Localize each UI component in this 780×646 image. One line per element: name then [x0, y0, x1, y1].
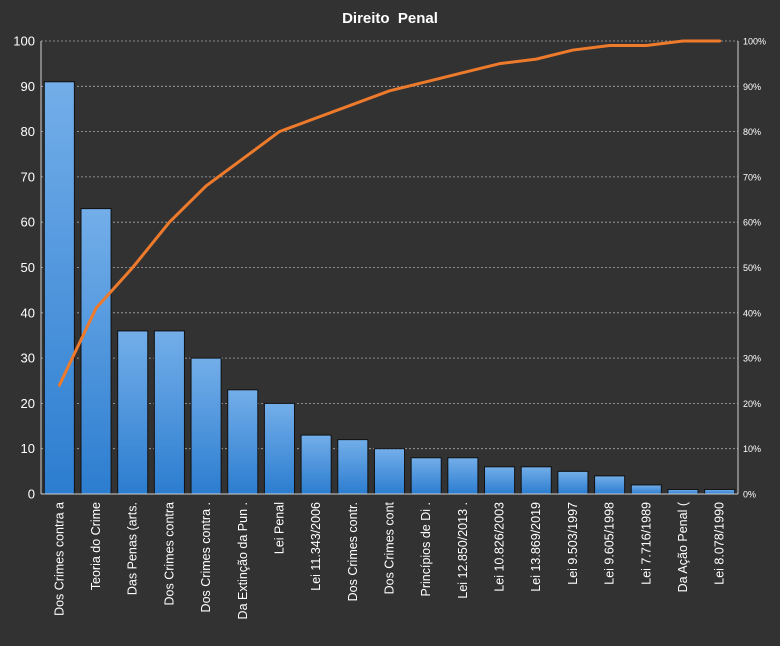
x-tick-label: Dos Crimes cont — [383, 501, 397, 594]
bar — [153, 330, 185, 495]
bar — [43, 81, 75, 495]
bar — [117, 330, 149, 495]
x-tick-label: Das Penas (arts. — [126, 502, 140, 595]
cumulative-percent-line — [57, 39, 722, 387]
bar — [410, 457, 442, 495]
y-axis-left: 0 10 20 30 40 50 60 70 80 90 100 — [13, 34, 42, 502]
y-tick-label: 70 — [21, 169, 35, 184]
y-tick-label: 50 — [21, 260, 35, 275]
y2-tick-label: 80% — [743, 127, 761, 137]
y-axis-right: 0% 10% 20% 30% 40% 50% 60% 70% 80% 90% 100% — [737, 37, 766, 500]
bar — [190, 357, 222, 495]
y-tick-label: 40 — [21, 305, 35, 320]
x-tick-label: Teoria do Crime — [89, 502, 103, 590]
y2-tick-label: 20% — [743, 399, 761, 409]
x-tick-label: Lei Penal — [272, 502, 286, 554]
cumulative-line — [57, 39, 722, 387]
x-tick-label: Dos Crimes contra — [162, 502, 176, 606]
y2-tick-label: 40% — [743, 308, 761, 318]
x-tick-label: Lei 9.605/1998 — [603, 502, 617, 585]
x-tick-label: Lei 8.078/1990 — [713, 502, 727, 585]
y2-tick-label: 30% — [743, 354, 761, 364]
bar — [594, 475, 626, 495]
bar — [520, 466, 552, 495]
bars — [43, 81, 736, 495]
y-tick-label: 20 — [21, 396, 35, 411]
x-axis: Dos Crimes contra a Teoria do Crime Das Pe… — [41, 493, 738, 619]
y-tick-label: 60 — [21, 215, 35, 230]
x-tick-label: Dos Crimes contra . — [199, 502, 213, 612]
bar — [557, 470, 589, 495]
y2-tick-label: 0% — [743, 490, 756, 500]
y2-tick-label: 70% — [743, 172, 761, 182]
y2-tick-label: 60% — [743, 218, 761, 228]
y-tick-label: 0 — [28, 487, 35, 502]
x-tick-label: Da Extinção da Pun . — [236, 502, 250, 619]
x-tick-label: Lei 7.716/1989 — [639, 502, 653, 585]
bar — [704, 488, 736, 495]
y-tick-label: 10 — [21, 441, 35, 456]
y-tick-label: 100 — [13, 34, 35, 49]
bar — [263, 402, 295, 495]
bar — [484, 466, 516, 495]
chart-title: Direito Penal — [342, 10, 438, 27]
x-tick-label: Lei 12.850/2013 . — [456, 502, 470, 599]
x-tick-label: Da Ação Penal ( — [676, 501, 690, 592]
x-tick-label: Lei 13.869/2019 — [529, 502, 543, 592]
y2-tick-label: 100% — [743, 37, 766, 47]
y2-tick-label: 50% — [743, 263, 761, 273]
bar — [337, 439, 369, 495]
x-tick-label: Lei 9.503/1997 — [566, 502, 580, 585]
bar — [80, 208, 112, 495]
x-tick-label: Lei 10.826/2003 — [493, 502, 507, 592]
y-tick-label: 90 — [21, 79, 35, 94]
bar — [447, 457, 479, 495]
x-tick-label: Princípios de Di . — [419, 502, 433, 596]
bar — [227, 389, 259, 495]
bar — [667, 488, 699, 495]
y-tick-label: 30 — [21, 351, 35, 366]
x-tick-label: Dos Crimes contra a — [52, 502, 66, 616]
bar — [630, 484, 662, 495]
bar — [300, 434, 332, 495]
y2-tick-label: 90% — [743, 82, 761, 92]
y2-tick-label: 10% — [743, 444, 761, 454]
bar — [373, 448, 406, 495]
x-tick-label: Lei 11.343/2006 — [309, 502, 323, 591]
x-tick-label: Dos Crimes contr. — [346, 502, 360, 601]
y-tick-label: 80 — [21, 124, 35, 139]
